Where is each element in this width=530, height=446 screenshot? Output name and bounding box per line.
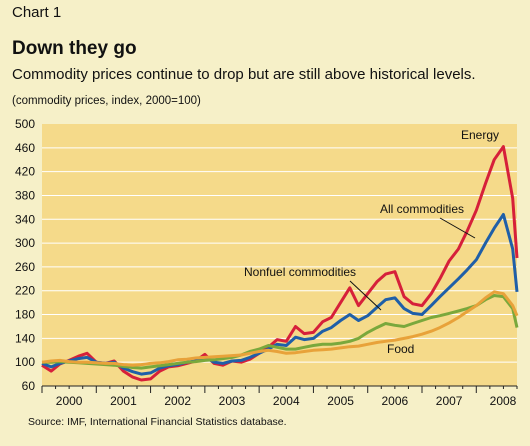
annotation-leader [439,217,476,239]
annotation-label: Nonfuel commodities [244,265,356,279]
y-tick-label: 380 [15,188,35,202]
y-tick-label: 340 [15,212,35,226]
x-tick-label: 2006 [382,394,409,408]
y-tick-label: 420 [15,165,35,179]
series-lines [41,145,519,382]
plot-background [42,124,517,386]
x-tick-label: 2001 [110,394,137,408]
chart-number-label: Chart 1 [12,4,62,21]
x-tick-label: 2005 [327,394,354,408]
chart-title: Down they go [12,38,137,59]
annotation-label: All commodities [380,202,464,216]
series-line-food [41,290,519,367]
y-tick-label: 180 [15,308,35,322]
x-tick-label: 2007 [436,394,463,408]
x-tick-label: 2002 [164,394,191,408]
gridlines [42,147,517,363]
x-tick-label: 2004 [273,394,300,408]
y-tick-label: 500 [15,117,35,131]
annotation-label: Energy [461,128,499,142]
chart-subtitle: Commodity prices continue to drop but ar… [12,66,476,83]
y-tick-label: 140 [15,331,35,345]
source-note: Source: IMF, International Financial Sta… [28,416,287,428]
chart-units-note: (commodity prices, index, 2000=100) [12,95,201,107]
y-axis: 60 100 140 180 220 260 300 340 380 420 460 500 [15,117,35,393]
y-tick-label: 60 [22,379,36,393]
y-tick-label: 220 [15,284,35,298]
x-tick-label: 2008 [490,394,517,408]
x-tick-label: 2003 [219,394,246,408]
y-tick-label: 300 [15,236,35,250]
y-tick-label: 260 [15,260,35,274]
annotation-leader [349,280,382,311]
series-line-nonfuel [42,294,519,370]
x-tick-label: 2000 [56,394,83,408]
annotation-label: Food [387,342,414,356]
x-axis: 2000 2001 2002 2003 2004 2005 2006 2007 2008 [41,385,518,408]
y-tick-label: 460 [15,141,35,155]
y-tick-label: 100 [15,355,35,369]
series-line-energy [41,145,519,382]
series-annotations: Energy All commodities Nonfuel commodities… [244,128,499,356]
